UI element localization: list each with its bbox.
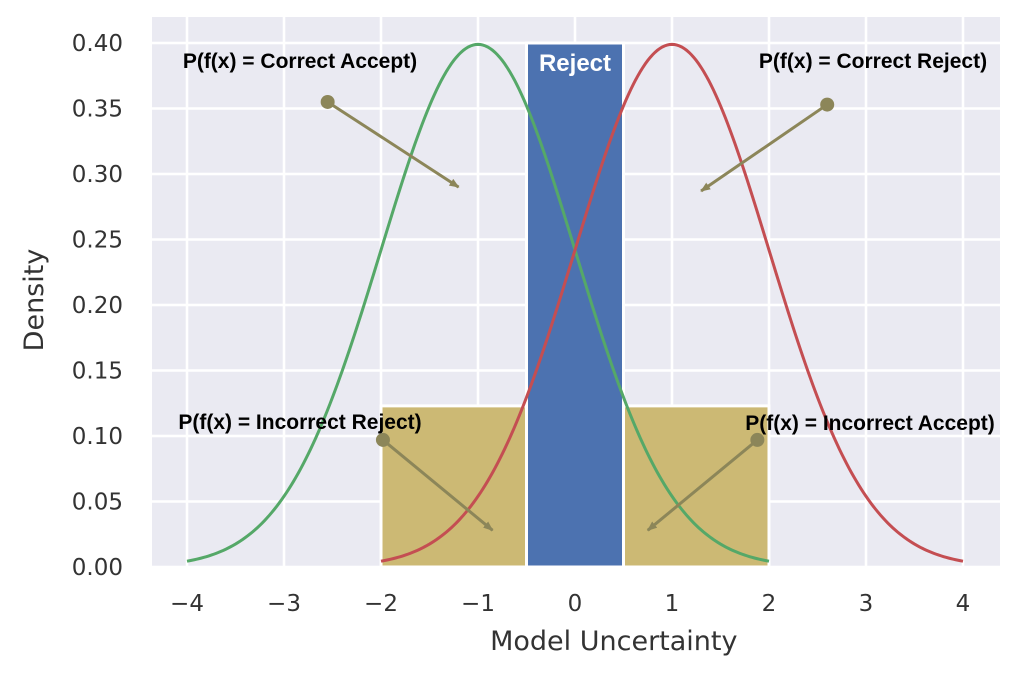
x-tick-label: −1 bbox=[461, 591, 495, 617]
y-tick-label: 0.25 bbox=[72, 228, 123, 254]
annotation-dot bbox=[320, 94, 335, 109]
density-curves bbox=[186, 42, 964, 563]
accept-density-curve bbox=[186, 42, 770, 563]
misclassification-region bbox=[622, 404, 771, 569]
shaded-regions: Reject bbox=[379, 41, 771, 569]
y-tick-label: 0.35 bbox=[72, 97, 123, 123]
x-tick-label: 2 bbox=[762, 591, 777, 617]
y-tick-label: 0.30 bbox=[72, 162, 123, 188]
y-tick-label: 0.20 bbox=[72, 293, 123, 319]
reject-label: Reject bbox=[539, 50, 611, 77]
y-tick-label: 0.00 bbox=[72, 555, 123, 581]
y-tick-label: 0.15 bbox=[72, 359, 123, 385]
annotation-dot bbox=[820, 97, 835, 112]
annotation-label: P(f(x) = Correct Accept) bbox=[183, 50, 417, 73]
annotation-arrow bbox=[700, 103, 829, 193]
x-axis-label: Model Uncertainty bbox=[490, 626, 737, 657]
y-tick-label: 0.10 bbox=[72, 424, 123, 450]
annotation-arrow bbox=[646, 438, 759, 532]
y-tick-label: 0.05 bbox=[72, 490, 123, 516]
annotation-arrow bbox=[381, 438, 494, 532]
annotations: P(f(x) = Correct Accept) P(f(x) = Correct… bbox=[178, 50, 995, 532]
annotation-label: P(f(x) = Correct Reject) bbox=[759, 50, 987, 73]
x-tick-label: −3 bbox=[267, 591, 301, 617]
y-tick-label: 0.40 bbox=[72, 31, 123, 57]
reject-region bbox=[525, 41, 625, 569]
x-tick-label: 1 bbox=[665, 591, 680, 617]
annotation-arrow bbox=[326, 100, 460, 189]
x-tick-label: −4 bbox=[170, 591, 204, 617]
annotation-dot bbox=[375, 432, 390, 447]
annotation-label: P(f(x) = Incorrect Reject) bbox=[178, 411, 421, 434]
x-tick-label: −2 bbox=[364, 591, 398, 617]
x-tick-label: 4 bbox=[956, 591, 971, 617]
y-axis-label: Density bbox=[19, 249, 50, 352]
x-tick-label: 3 bbox=[859, 591, 874, 617]
x-tick-label: 0 bbox=[568, 591, 583, 617]
annotation-label: P(f(x) = Incorrect Accept) bbox=[745, 412, 995, 435]
reject-density-curve bbox=[380, 42, 964, 563]
axis-ticks: −4 −3 −2 −1 0 1 2 3 4 0.00 0.05 0.10 0.15 0.20 0.25 0.3… bbox=[72, 31, 971, 617]
annotation-dot bbox=[750, 432, 765, 447]
